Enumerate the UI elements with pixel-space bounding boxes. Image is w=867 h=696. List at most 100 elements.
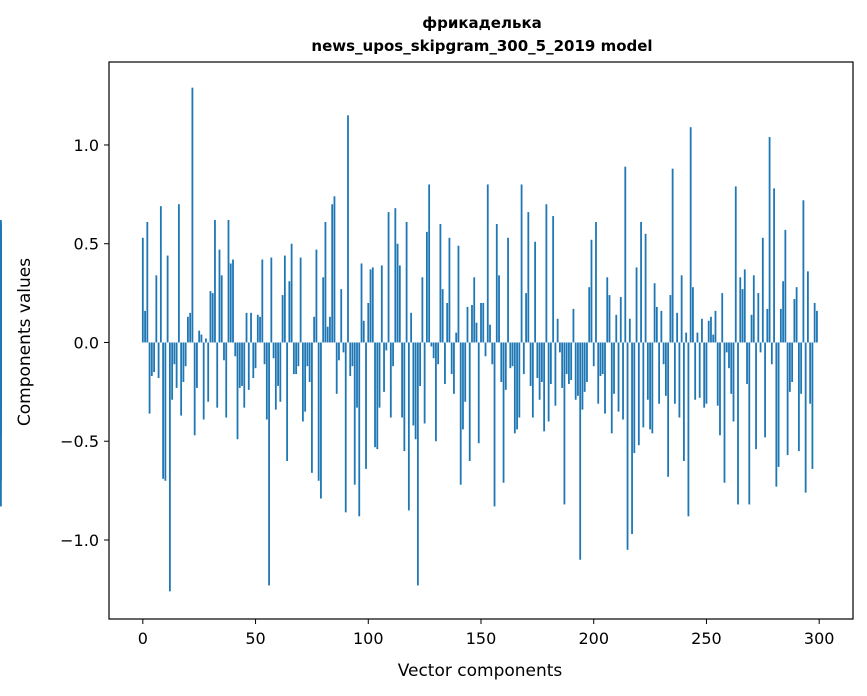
bar xyxy=(362,320,365,343)
bar xyxy=(351,342,354,367)
bar xyxy=(299,257,302,343)
bar xyxy=(766,308,769,343)
bar xyxy=(187,316,189,343)
bar xyxy=(631,342,633,535)
bar xyxy=(563,342,566,505)
bar xyxy=(624,166,627,343)
bar xyxy=(353,342,356,485)
bar xyxy=(516,342,518,430)
bar xyxy=(218,249,221,343)
x-tick-label: 250 xyxy=(691,629,722,648)
bar xyxy=(626,342,629,550)
bar xyxy=(200,334,203,343)
bar xyxy=(669,295,672,343)
bar xyxy=(254,342,257,369)
bar xyxy=(743,269,746,343)
bar xyxy=(365,342,367,469)
bar xyxy=(193,342,196,436)
bar xyxy=(520,184,523,343)
bar xyxy=(658,342,661,404)
y-tick-label: 1.0 xyxy=(74,136,99,155)
y-tick-label: 0.5 xyxy=(74,235,99,254)
bar xyxy=(401,342,403,418)
bar xyxy=(556,318,559,343)
bar xyxy=(247,342,250,390)
y-tick-label: 0.0 xyxy=(74,333,99,352)
bar xyxy=(376,342,379,450)
bar xyxy=(495,223,498,343)
bar xyxy=(509,342,512,369)
bar xyxy=(459,342,462,485)
bar xyxy=(604,342,606,414)
bar xyxy=(216,342,219,408)
bar xyxy=(347,115,349,343)
bar xyxy=(356,342,358,408)
bar xyxy=(453,342,455,394)
bar xyxy=(768,137,771,343)
bar xyxy=(245,312,248,343)
bar xyxy=(705,342,708,404)
bar xyxy=(786,342,789,456)
bar xyxy=(595,221,597,343)
bar xyxy=(579,342,582,560)
bar xyxy=(782,281,785,343)
bar xyxy=(572,308,575,343)
bar xyxy=(748,342,751,505)
bar xyxy=(486,184,489,343)
bar xyxy=(279,342,282,402)
chart-title: фрикаделька xyxy=(422,14,542,32)
bar xyxy=(419,342,422,386)
bar xyxy=(380,265,383,343)
bar xyxy=(687,342,690,517)
bar xyxy=(491,342,494,365)
bar xyxy=(430,342,433,347)
x-tick-label: 0 xyxy=(138,629,148,648)
bar xyxy=(809,342,812,404)
bar xyxy=(313,316,316,343)
bar xyxy=(358,342,361,517)
bar xyxy=(732,342,735,422)
bar xyxy=(317,342,320,481)
bar xyxy=(297,342,300,367)
bar xyxy=(277,342,279,386)
bar xyxy=(198,330,201,343)
bar xyxy=(671,168,674,343)
bar xyxy=(764,342,766,438)
bar xyxy=(673,342,676,404)
chart-subtitle: news_upos_skipgram_300_5_2019 model xyxy=(311,37,652,55)
bar xyxy=(455,332,458,343)
bar xyxy=(250,312,252,343)
bar xyxy=(642,342,645,428)
bar xyxy=(378,342,381,408)
bar xyxy=(331,204,334,343)
bar xyxy=(0,342,2,436)
bar xyxy=(540,342,543,382)
bar xyxy=(288,281,291,343)
bar xyxy=(511,342,514,367)
bar xyxy=(428,184,431,343)
bar xyxy=(270,257,273,343)
bar xyxy=(678,342,681,418)
bar xyxy=(306,342,309,367)
bar xyxy=(757,293,760,343)
bar xyxy=(635,267,638,343)
bar xyxy=(615,314,618,343)
bar xyxy=(423,342,426,424)
bar xyxy=(153,342,155,373)
x-tick-label: 50 xyxy=(245,629,265,648)
bar xyxy=(311,342,313,473)
bar xyxy=(737,342,739,505)
bar xyxy=(425,231,428,343)
bar xyxy=(304,342,307,412)
bar xyxy=(441,289,444,343)
bar xyxy=(471,304,473,343)
y-axis-label: Components values xyxy=(15,258,35,426)
bar xyxy=(421,277,424,343)
bar xyxy=(784,229,787,343)
bar xyxy=(773,188,775,343)
bar xyxy=(775,342,778,487)
bar xyxy=(462,342,464,430)
bar xyxy=(529,342,532,386)
bar xyxy=(144,310,146,343)
